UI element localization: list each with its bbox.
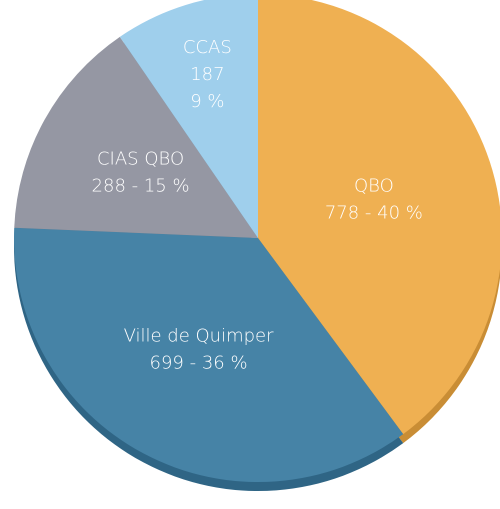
slice	[258, 0, 500, 435]
slice	[13, 227, 404, 482]
slice-value-label: 187	[190, 64, 224, 85]
slice-label: Ville de Quimper	[124, 326, 275, 347]
slice-label: CIAS QBO	[97, 149, 184, 170]
slice-label: QBO	[354, 175, 394, 196]
slice-label: CCAS	[183, 37, 232, 58]
slice	[119, 0, 258, 238]
slice	[14, 36, 258, 238]
slice-value-label: 288 - 15 %	[92, 176, 190, 197]
slice-value-label: 699 - 36 %	[150, 353, 248, 374]
slice-value-label: 9 %	[190, 91, 224, 112]
slice-value-label: 778 - 40 %	[325, 202, 423, 223]
